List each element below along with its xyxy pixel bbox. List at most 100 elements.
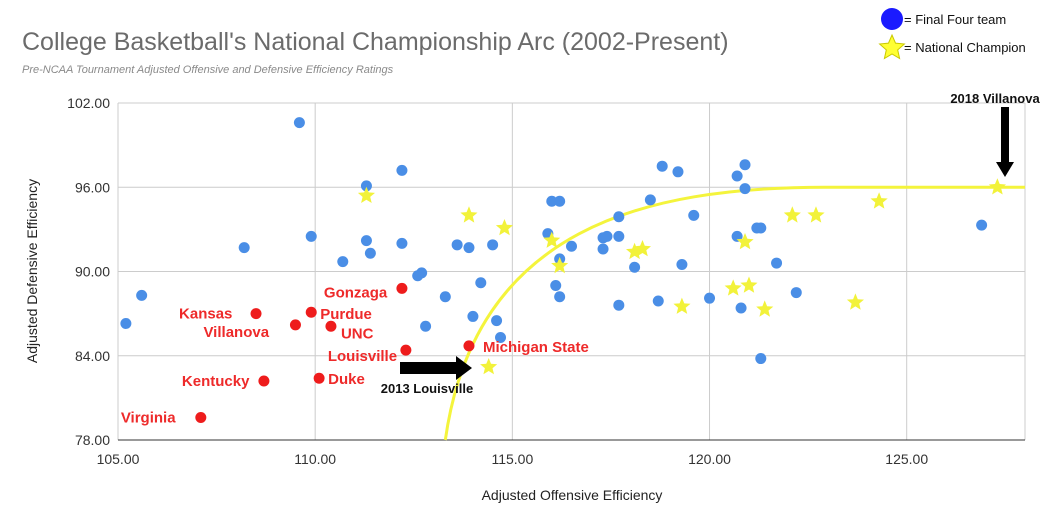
champion-point: [551, 256, 569, 274]
final-four-point: [597, 243, 609, 255]
final-four-point: [790, 287, 802, 299]
x-tick-label: 105.00: [97, 451, 140, 467]
team-label-purdue: Purdue: [320, 306, 372, 323]
final-four-point: [601, 230, 613, 242]
final-four-point: [451, 239, 463, 251]
x-tick-label: 120.00: [688, 451, 731, 467]
highlight-point: [463, 340, 475, 352]
team-label-kentucky: Kentucky: [182, 373, 250, 390]
highlight-point: [400, 344, 412, 356]
team-label-virginia: Virginia: [121, 410, 176, 427]
final-four-point: [554, 195, 566, 207]
final-four-point: [420, 320, 432, 332]
legend: = Final Four team = National Champion: [878, 8, 1026, 60]
team-label-unc: UNC: [341, 325, 374, 342]
chart-title: College Basketball's National Championsh…: [22, 28, 729, 56]
team-label-kansas: Kansas: [179, 306, 232, 323]
champion-point: [870, 192, 888, 209]
final-four-point: [364, 247, 376, 259]
highlight-point: [396, 282, 408, 294]
final-four-point: [688, 209, 700, 221]
final-four-point: [771, 257, 783, 269]
y-tick-label: 78.00: [75, 432, 110, 448]
final-four-point: [566, 240, 577, 252]
highlight-point: [305, 306, 317, 318]
legend-final-four: = Final Four team: [904, 12, 1006, 27]
final-four-point: [463, 242, 475, 254]
final-four-point: [293, 117, 305, 129]
championship-arc: [443, 185, 1025, 441]
final-four-point: [238, 242, 250, 254]
annotation-2013-louisville: 2013 Louisville: [381, 381, 474, 396]
highlight-point: [313, 372, 325, 384]
highlight-point: [325, 320, 337, 332]
champion-point: [783, 206, 801, 223]
legend-circle-marker: [881, 8, 903, 30]
y-tick-label: 96.00: [75, 179, 110, 195]
final-four-point: [487, 239, 499, 251]
final-four-point: [360, 235, 372, 247]
final-four-point: [396, 237, 408, 249]
y-tick-label: 102.00: [67, 95, 110, 111]
team-label-louisville: Louisville: [328, 348, 397, 365]
final-four-point: [652, 295, 664, 307]
x-axis-title: Adjusted Offensive Efficiency: [482, 487, 663, 503]
final-four-point: [755, 222, 767, 234]
team-label-duke: Duke: [328, 371, 365, 388]
highlight-point: [289, 319, 301, 331]
final-four-point: [491, 315, 503, 327]
final-four-point: [305, 230, 317, 242]
champion-point: [756, 300, 774, 317]
final-four-point: [731, 170, 743, 182]
final-four-point: [136, 289, 148, 301]
final-four-points: [120, 117, 988, 365]
final-four-point: [416, 267, 428, 279]
champion-point: [740, 276, 758, 293]
champion-point: [988, 178, 1006, 195]
final-four-point: [467, 310, 479, 322]
final-four-point: [546, 195, 558, 207]
annotation-2018-villanova: 2018 Villanova: [950, 91, 1040, 106]
highlight-point: [250, 308, 262, 320]
x-tick-label: 125.00: [885, 451, 928, 467]
highlight-point: [258, 375, 270, 387]
final-four-point: [676, 258, 688, 270]
champion-point: [633, 240, 651, 257]
y-tick-label: 90.00: [75, 264, 110, 280]
team-label-gonzaga: Gonzaga: [324, 284, 388, 301]
champion-point: [673, 297, 691, 314]
final-four-point: [120, 317, 132, 329]
final-four-point: [644, 194, 656, 206]
highlight-point: [195, 412, 207, 424]
final-four-point: [337, 256, 349, 268]
y-axis-title: Adjusted Defensive Efficiency: [24, 179, 40, 363]
final-four-point: [475, 277, 487, 289]
legend-national-champion: = National Champion: [904, 40, 1026, 55]
chart-subtitle: Pre-NCAA Tournament Adjusted Offensive a…: [22, 64, 394, 76]
team-label-michigan-state: Michigan State: [483, 339, 589, 356]
final-four-point: [629, 261, 641, 273]
champion-point: [480, 358, 498, 375]
x-tick-label: 115.00: [491, 451, 533, 467]
team-label-villanova: Villanova: [203, 324, 269, 341]
final-four-point: [755, 353, 767, 365]
champion-point: [807, 206, 825, 223]
final-four-point: [396, 164, 408, 176]
champion-point: [357, 186, 375, 203]
final-four-point: [672, 166, 684, 178]
final-four-point: [360, 180, 372, 192]
champion-point: [846, 293, 864, 310]
y-tick-labels: 78.00 84.00 90.00 96.00 102.00: [67, 95, 110, 448]
final-four-point: [704, 292, 716, 304]
champion-point: [495, 219, 513, 236]
arrow-2013-louisville: [400, 356, 472, 380]
final-four-point: [735, 302, 747, 314]
annotations: 2018 Villanova 2013 Louisville: [381, 91, 1041, 396]
final-four-point: [656, 160, 668, 172]
final-four-point: [613, 299, 625, 311]
final-four-point: [739, 183, 751, 195]
x-tick-label: 110.00: [294, 451, 336, 467]
final-four-point: [550, 280, 562, 292]
